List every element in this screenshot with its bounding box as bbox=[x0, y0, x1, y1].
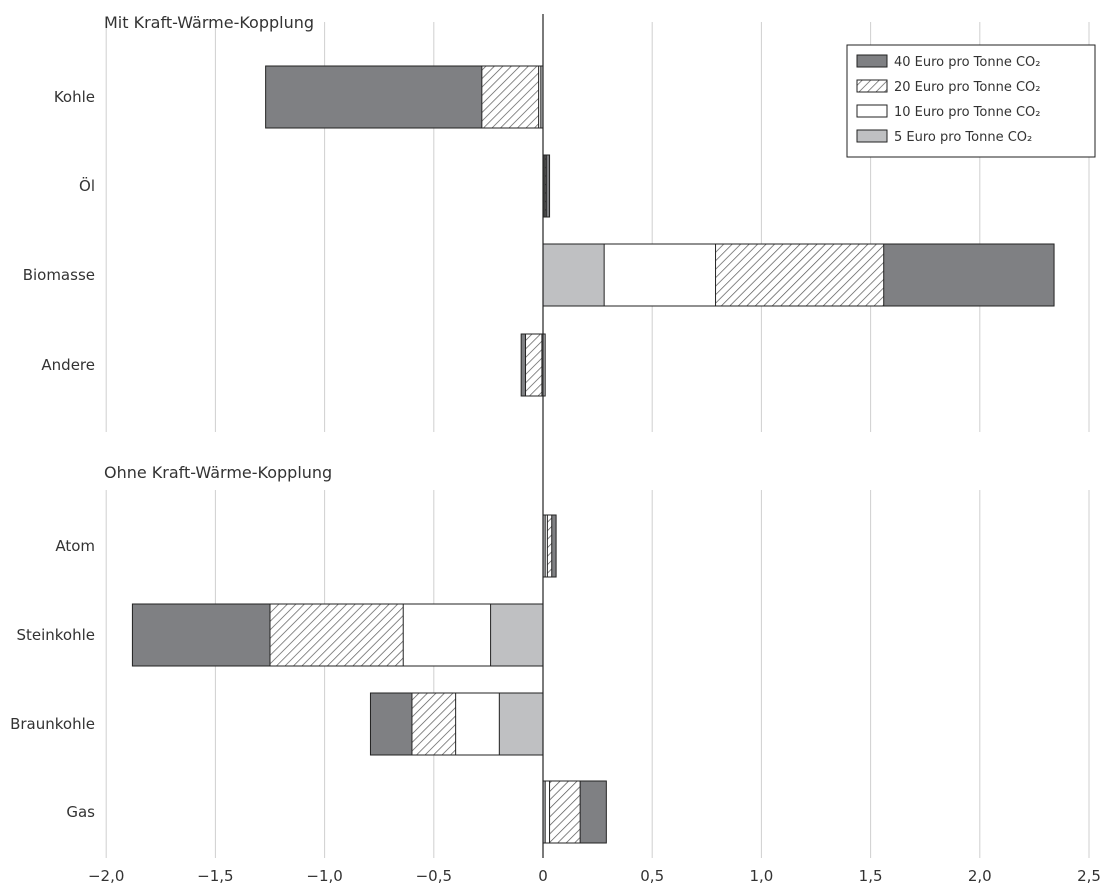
category-label: Andere bbox=[41, 356, 95, 374]
legend-swatch bbox=[856, 54, 888, 68]
x-tick-label: 0,5 bbox=[640, 867, 664, 885]
category-label: Gas bbox=[66, 803, 95, 821]
legend-label: 20 Euro pro Tonne CO₂ bbox=[894, 80, 1041, 95]
bar-p20 bbox=[525, 333, 544, 397]
legend-label: 40 Euro pro Tonne CO₂ bbox=[894, 55, 1041, 70]
legend-box bbox=[846, 44, 1096, 158]
legend-swatch bbox=[856, 79, 888, 93]
legend: 40 Euro pro Tonne CO₂ 20 Euro pro Tonne C… bbox=[846, 44, 1096, 158]
x-tick-label: 1,5 bbox=[859, 867, 883, 885]
x-tick-label: −0,5 bbox=[416, 867, 452, 885]
axis-layer: −2,0 −1,5 −1,0 −0,5 0 0,5 1,0 1,5 2,0 2,5 bbox=[88, 14, 1101, 885]
category-label: Braunkohle bbox=[10, 715, 95, 733]
bar-p20 bbox=[481, 65, 544, 129]
category-label: Biomasse bbox=[23, 266, 95, 284]
group-label: Ohne Kraft-Wärme-Kopplung bbox=[104, 463, 332, 482]
category-label: Steinkohle bbox=[16, 626, 95, 644]
bar-p5 bbox=[490, 603, 544, 667]
category-label: Kohle bbox=[54, 88, 95, 106]
legend-swatch bbox=[856, 129, 888, 143]
bar-p5 bbox=[542, 243, 605, 307]
x-tick-label: 2,5 bbox=[1077, 867, 1101, 885]
grid-layer bbox=[105, 22, 1090, 858]
bars-layer bbox=[131, 65, 1055, 844]
group-label: Mit Kraft-Wärme-Kopplung bbox=[104, 13, 314, 32]
x-tick-label: 1,0 bbox=[749, 867, 773, 885]
category-label: Öl bbox=[79, 176, 95, 195]
category-label: Atom bbox=[55, 537, 95, 555]
labels-layer: Mit Kraft-Wärme-Kopplung Kohle Öl Biomasse A… bbox=[10, 13, 332, 821]
legend-swatch bbox=[856, 104, 888, 118]
legend-label: 5 Euro pro Tonne CO₂ bbox=[894, 130, 1032, 145]
x-tick-label: −2,0 bbox=[88, 867, 124, 885]
x-tick-label: 0 bbox=[538, 867, 548, 885]
legend-label: 10 Euro pro Tonne CO₂ bbox=[894, 105, 1041, 120]
x-tick-label: −1,5 bbox=[197, 867, 233, 885]
bar-p5 bbox=[498, 692, 544, 756]
x-tick-label: −1,0 bbox=[306, 867, 342, 885]
x-tick-label: 2,0 bbox=[968, 867, 992, 885]
